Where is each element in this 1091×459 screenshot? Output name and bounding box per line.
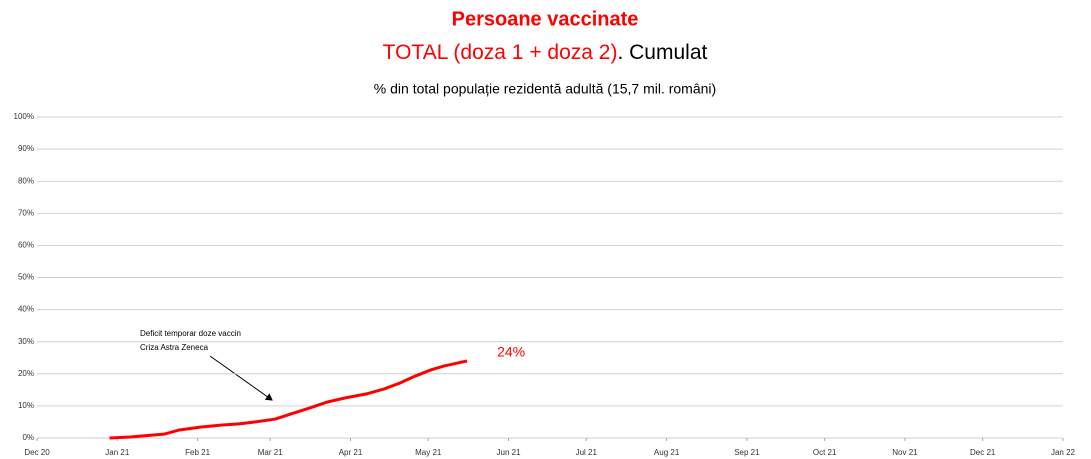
x-tick-label: Jan 21 <box>105 448 130 457</box>
x-tick-label: Dec 20 <box>24 448 50 457</box>
x-tick-label: Dec 21 <box>970 448 996 457</box>
x-tick-label: Oct 21 <box>813 448 837 457</box>
chart-note: % din total populație rezidentă adultă (… <box>374 81 716 97</box>
x-tick-label: Nov 21 <box>892 448 918 457</box>
x-tick-label: Aug 21 <box>654 448 680 457</box>
x-tick-label: Feb 21 <box>185 448 210 457</box>
chart-subtitle: TOTAL (doza 1 + doza 2). Cumulat <box>383 41 708 64</box>
annotation-arrow <box>209 355 273 401</box>
x-tick-label: Jun 21 <box>497 448 522 457</box>
subtitle-part: . Cumulat <box>617 41 707 64</box>
chart-title: Persoane vaccinate <box>452 8 639 30</box>
annotation: Deficit temporar doze vaccin <box>140 329 241 338</box>
y-tick-label: 30% <box>18 337 34 346</box>
x-tick-label: May 21 <box>415 448 442 457</box>
subtitle-part: TOTAL (doza 1 + doza 2) <box>383 41 618 64</box>
x-tick-label: Mar 21 <box>258 448 283 457</box>
y-tick-label: 20% <box>18 369 34 378</box>
y-tick-label: 100% <box>14 112 34 121</box>
y-tick-label: 60% <box>18 241 34 250</box>
y-tick-label: 0% <box>22 433 34 442</box>
x-tick-label: Apr 21 <box>339 448 363 457</box>
y-tick-label: 80% <box>18 176 34 185</box>
y-tick-label: 70% <box>18 208 34 217</box>
y-tick-label: 50% <box>18 273 34 282</box>
data-label: 24% <box>497 344 525 360</box>
x-tick-label: Jan 22 <box>1051 448 1076 457</box>
y-tick-label: 90% <box>18 144 34 153</box>
y-tick-label: 40% <box>18 305 34 314</box>
x-tick-label: Sep 21 <box>734 448 760 457</box>
line <box>109 359 468 440</box>
y-tick-label: 10% <box>18 401 34 410</box>
x-tick-label: Jul 21 <box>576 448 598 457</box>
annotation: Criza Astra Zeneca <box>140 343 209 352</box>
